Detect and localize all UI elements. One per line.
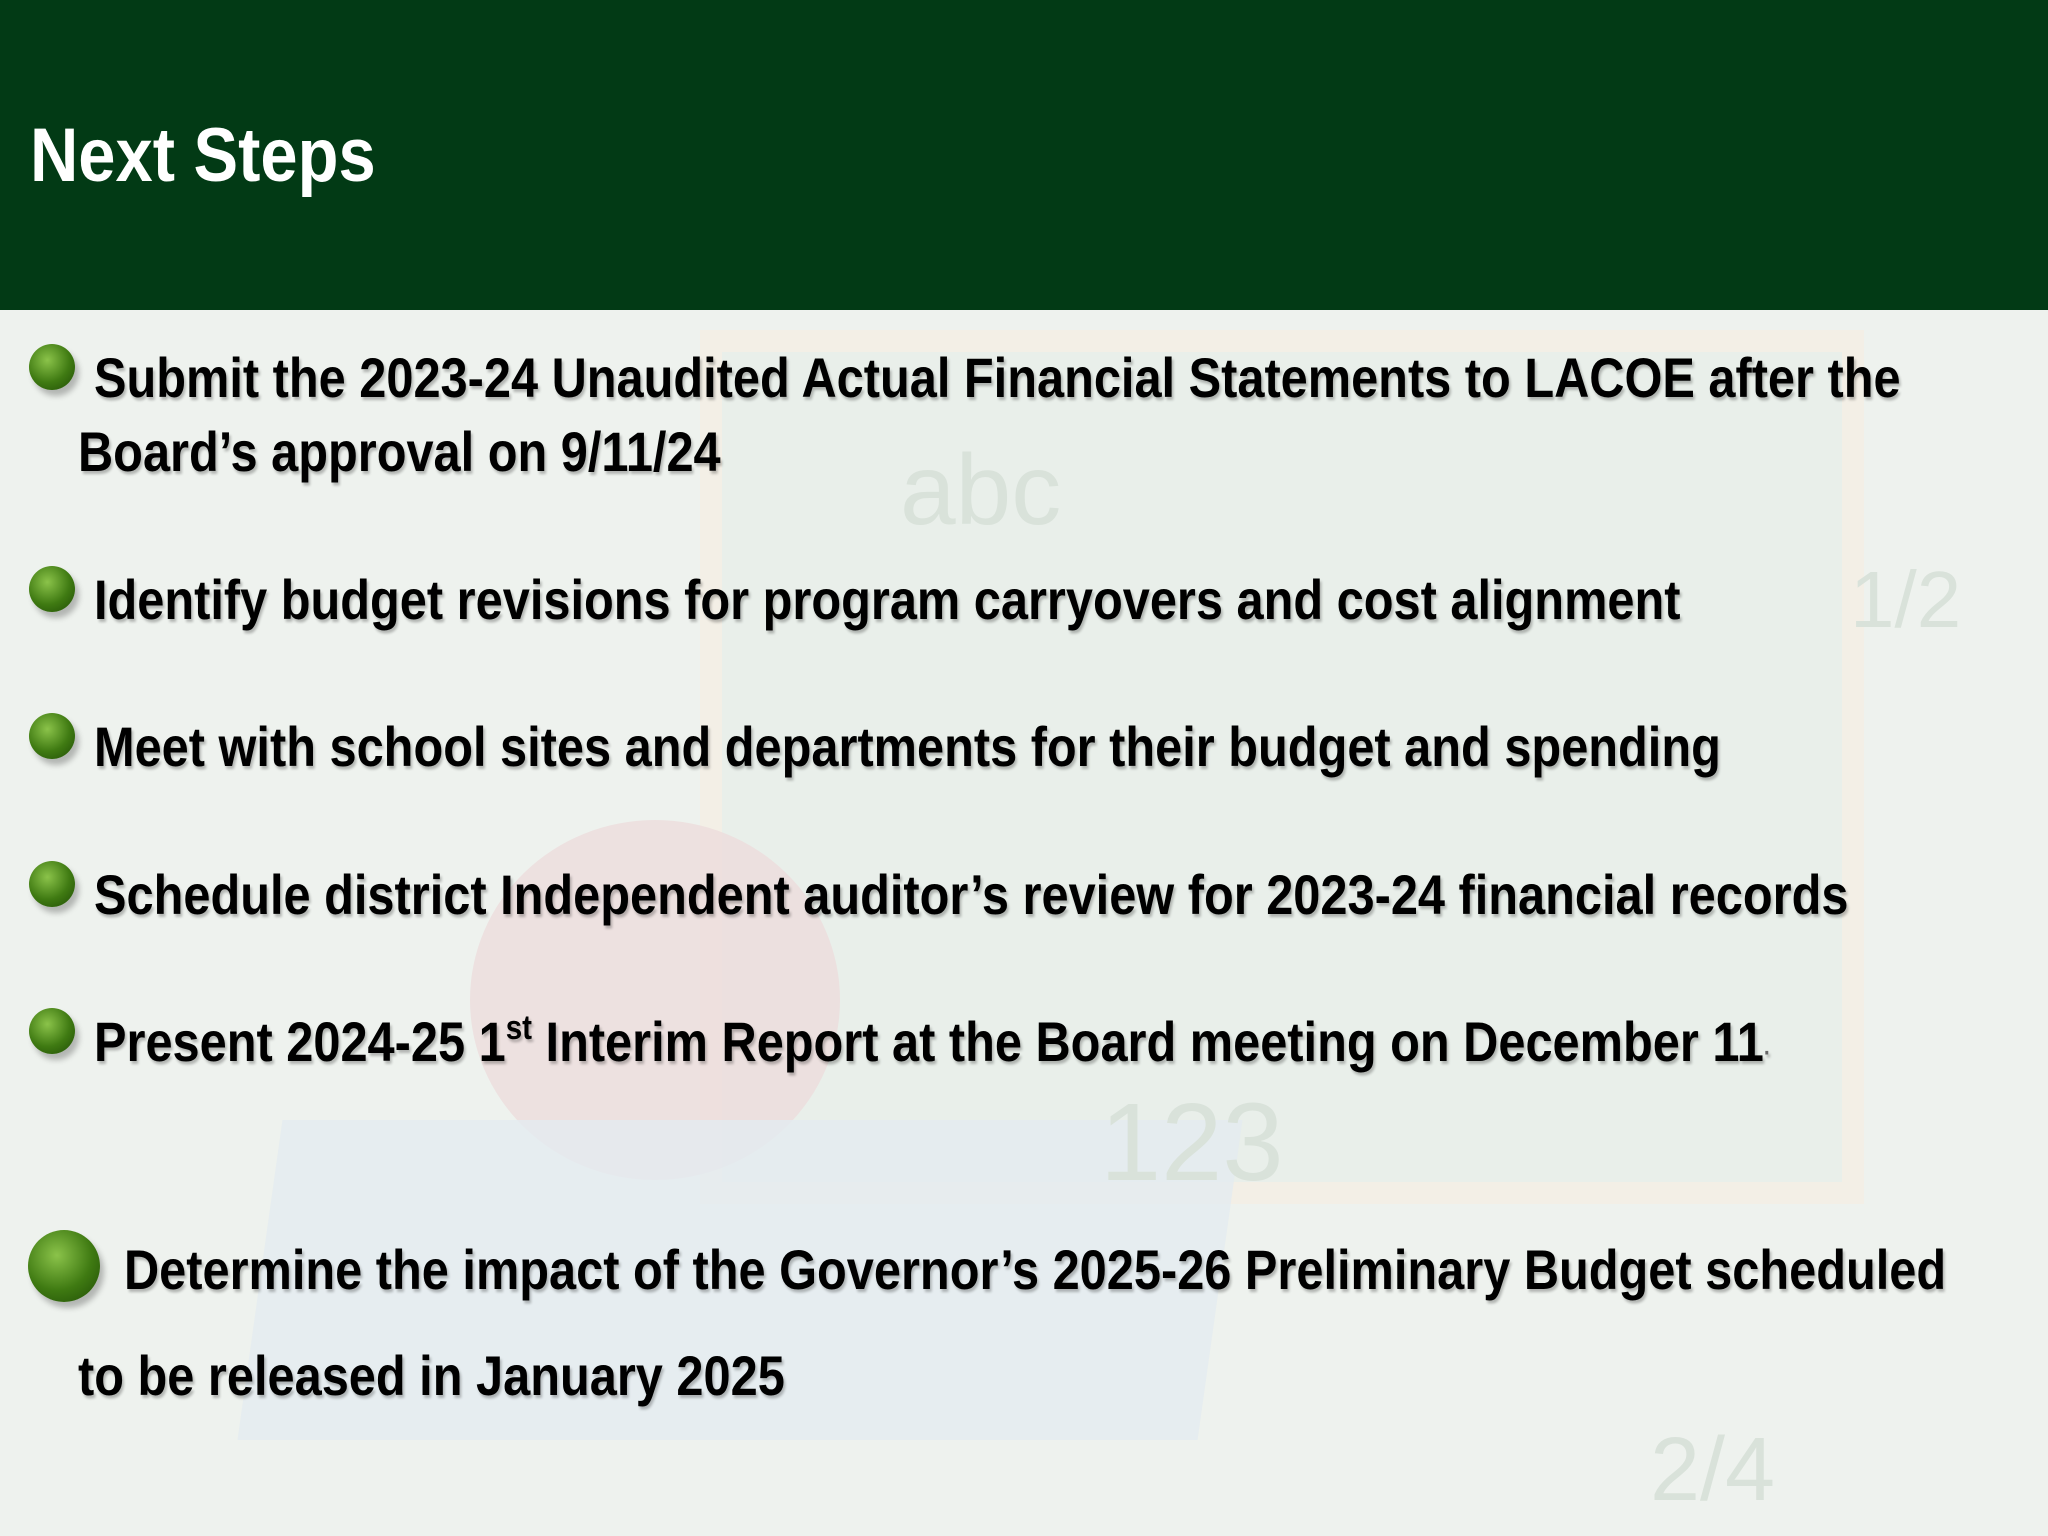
list-item-text: Submit the 2023-24 Unaudited Actual Fina… — [94, 346, 1901, 409]
slide-header: Next Steps — [0, 0, 2048, 310]
text-prefix: Present 2024-25 1 — [94, 1010, 506, 1073]
list-item-text: Present 2024-25 1st Interim Report at th… — [94, 1011, 1771, 1070]
list-item-text: to be released in January 2025 — [78, 1344, 785, 1407]
green-bullet-icon — [28, 1230, 100, 1302]
text-suffix: Interim Report at the Board meeting on D… — [532, 1010, 1764, 1073]
slide-title: Next Steps — [30, 113, 376, 198]
green-bullet-icon — [29, 861, 75, 907]
list-item-text: Meet with school sites and departments f… — [94, 715, 1721, 778]
green-bullet-icon — [29, 713, 75, 759]
list-item-text: Board’s approval on 9/11/24 — [78, 420, 721, 483]
chalk-fraction-2: 2/4 — [1650, 1420, 1776, 1520]
list-item-text: Determine the impact of the Governor’s 2… — [124, 1238, 1947, 1301]
ordinal-superscript: st — [505, 1009, 533, 1047]
chalkboard-image — [700, 330, 1864, 1204]
green-bullet-icon — [29, 566, 75, 612]
chalk-letters: abc — [900, 434, 1062, 546]
chalk-fraction-1: 1/2 — [1850, 555, 1962, 644]
green-bullet-icon — [29, 1008, 75, 1054]
list-item-text: Schedule district Independent auditor’s … — [94, 863, 1849, 926]
green-bullet-icon — [29, 344, 75, 390]
trailing-dot: · — [1763, 1040, 1771, 1067]
list-item-text: Identify budget revisions for program ca… — [94, 568, 1681, 631]
chalk-numbers: 123 — [1100, 1081, 1284, 1204]
